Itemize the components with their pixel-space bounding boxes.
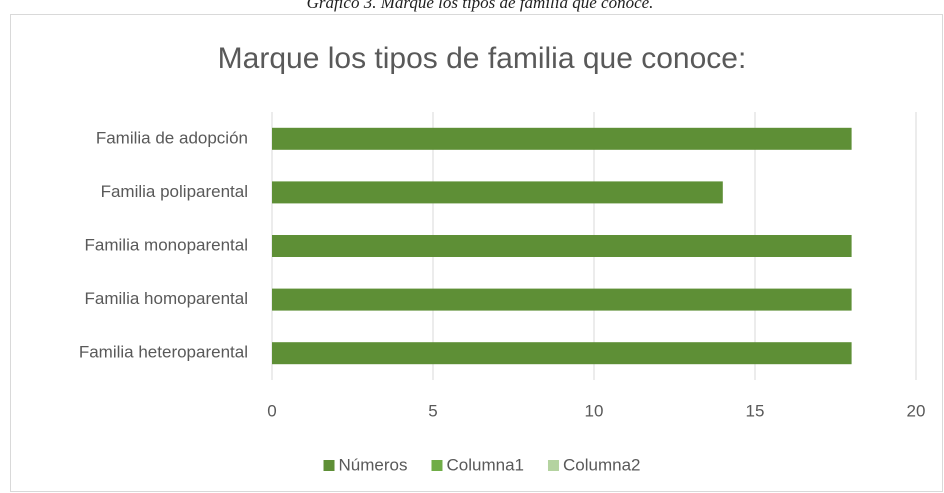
- bar: [272, 288, 852, 311]
- y-tick-label: Familia monoparental: [85, 235, 248, 254]
- caption: Gráfico 3. Marque los tipos de familia q…: [307, 0, 654, 12]
- y-tick-label: Familia poliparental: [101, 182, 248, 201]
- legend-swatch: [431, 460, 443, 471]
- bar: [272, 127, 852, 150]
- x-tick-label: 0: [267, 401, 276, 420]
- bar: [272, 342, 852, 365]
- y-tick-label: Familia de adopción: [96, 128, 248, 147]
- y-tick-label: Familia heteroparental: [79, 343, 248, 362]
- legend-label: Números: [339, 455, 408, 474]
- x-tick-label: 10: [585, 401, 604, 420]
- legend-swatch: [323, 460, 335, 471]
- legend-swatch: [547, 460, 559, 471]
- x-tick-label: 20: [907, 401, 926, 420]
- y-tick-label: Familia homoparental: [85, 289, 248, 308]
- legend-label: Columna1: [446, 455, 524, 474]
- x-tick-label: 5: [428, 401, 437, 420]
- legend-label: Columna2: [563, 455, 641, 474]
- x-tick-label: 15: [746, 401, 765, 420]
- chart-title: Marque los tipos de familia que conoce:: [218, 42, 747, 75]
- bar: [272, 235, 852, 257]
- bar: [272, 181, 723, 204]
